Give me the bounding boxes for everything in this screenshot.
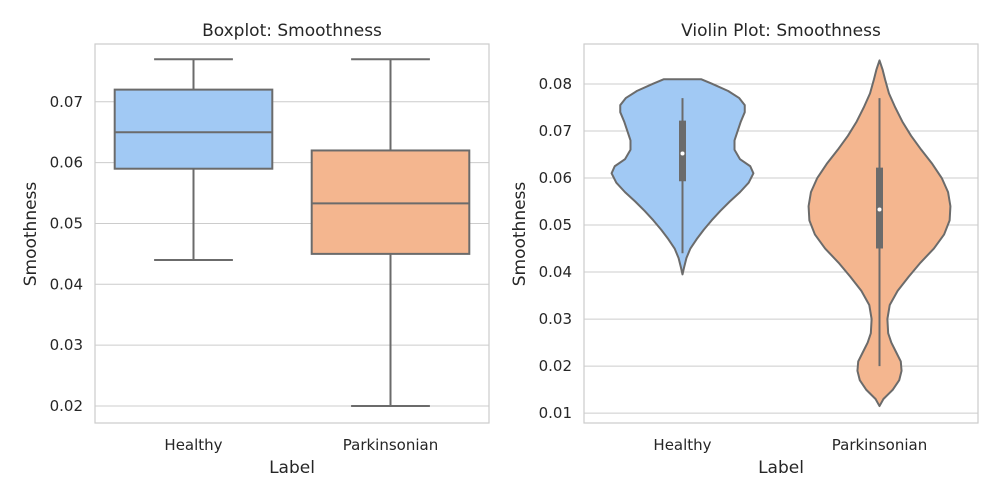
y-tick-label: 0.02 (50, 397, 83, 415)
y-tick-label: 0.03 (539, 310, 572, 328)
box-parkinsonian (310, 58, 471, 407)
violin-frame (583, 43, 979, 424)
y-tick-label: 0.02 (539, 357, 572, 375)
boxplot-panel: Boxplot: Smoothness 0.02 0.03 0.04 0.05 0.06… (21, 21, 490, 478)
violin-panel: Violin Plot: Smoothness 0.01 0.02 0.03 0.04… (510, 21, 979, 478)
violin-x-axis-label: Label (758, 458, 804, 478)
y-tick-label: 0.06 (539, 169, 572, 187)
y-tick-label: 0.01 (539, 404, 572, 422)
violin-title: Violin Plot: Smoothness (681, 21, 881, 41)
violin-x-ticks: Healthy Parkinsonian (653, 436, 927, 454)
x-tick-label: Healthy (164, 436, 222, 454)
violin-healthy (610, 78, 755, 276)
x-tick-label: Parkinsonian (832, 436, 927, 454)
violin-y-axis-label: Smoothness (510, 182, 530, 287)
violin-marks (610, 59, 952, 408)
boxplot-x-ticks: Healthy Parkinsonian (164, 436, 438, 454)
y-tick-label: 0.07 (50, 93, 83, 111)
y-tick-label: 0.03 (50, 336, 83, 354)
y-tick-label: 0.06 (50, 154, 83, 172)
violin-parkinsonian (807, 59, 952, 408)
y-tick-label: 0.07 (539, 122, 572, 140)
y-tick-label: 0.05 (50, 214, 83, 232)
violin-y-ticks: 0.01 0.02 0.03 0.04 0.05 0.06 0.07 0.08 (539, 75, 572, 422)
boxplot-y-ticks: 0.02 0.03 0.04 0.05 0.06 0.07 (50, 93, 83, 415)
boxplot-title: Boxplot: Smoothness (202, 21, 382, 41)
x-tick-label: Healthy (653, 436, 711, 454)
y-tick-label: 0.04 (539, 263, 572, 281)
violin-median-dot (877, 207, 882, 212)
boxplot-x-axis-label: Label (269, 458, 315, 478)
y-tick-label: 0.08 (539, 75, 572, 93)
x-tick-label: Parkinsonian (343, 436, 438, 454)
box-healthy (113, 58, 274, 261)
boxplot-marks (113, 58, 471, 407)
y-tick-label: 0.05 (539, 216, 572, 234)
boxplot-y-axis-label: Smoothness (21, 182, 41, 287)
box-body (113, 88, 274, 170)
y-tick-label: 0.04 (50, 275, 83, 293)
box-body (310, 149, 471, 255)
boxplot-frame (94, 43, 490, 424)
violin-median-dot (680, 151, 685, 156)
